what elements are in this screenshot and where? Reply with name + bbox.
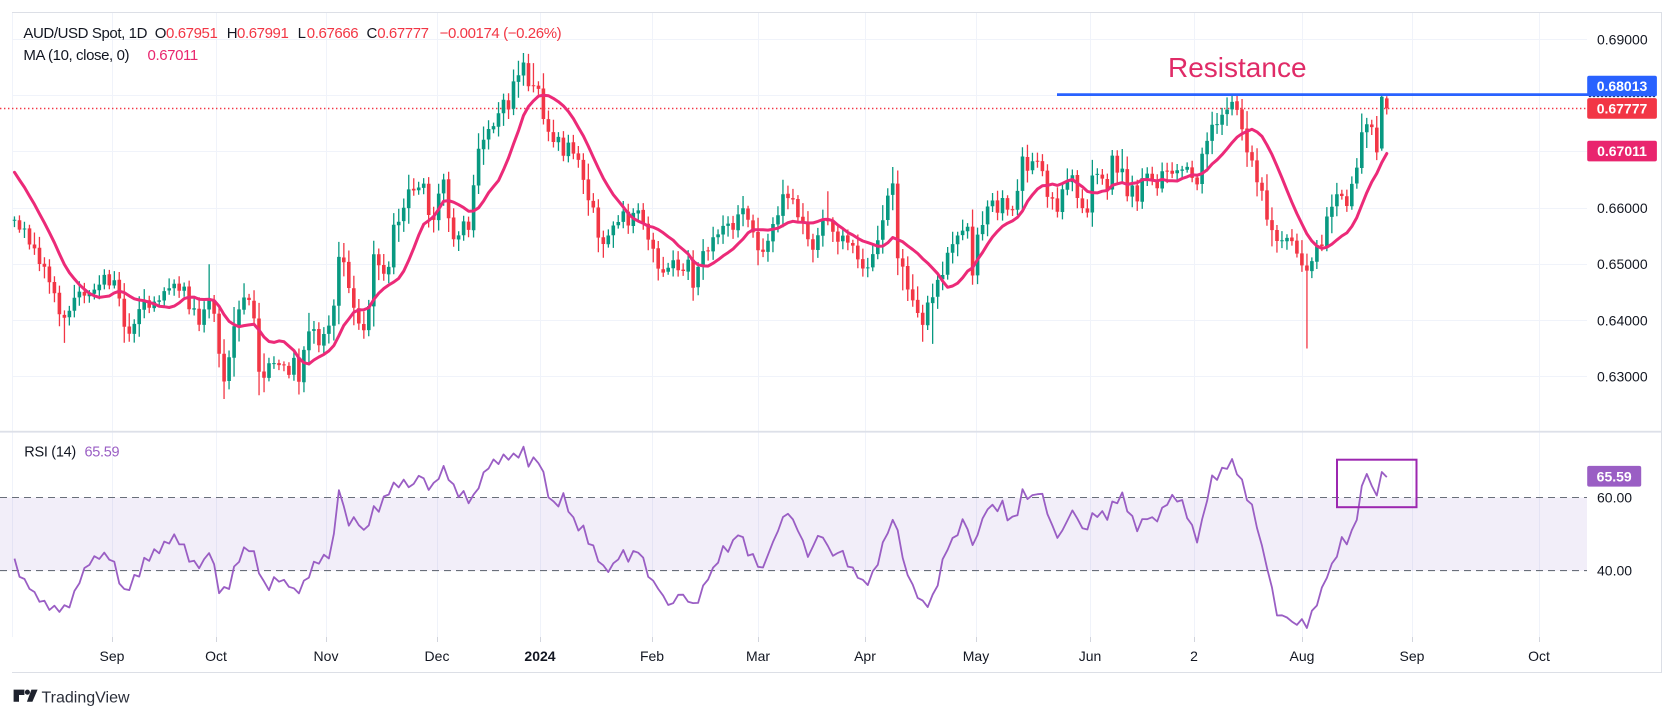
svg-text:0.69000: 0.69000 [1597, 32, 1648, 48]
svg-text:Dec: Dec [425, 648, 450, 664]
svg-text:0.66000: 0.66000 [1597, 200, 1648, 216]
svg-text:Aug: Aug [1290, 648, 1315, 664]
svg-text:0.67011: 0.67011 [1597, 143, 1647, 159]
svg-text:2024: 2024 [524, 648, 555, 664]
svg-text:RSI (14)65.59: RSI (14) 65.59 [24, 445, 119, 461]
svg-text:Mar: Mar [746, 648, 770, 664]
svg-text:Sep: Sep [100, 648, 125, 664]
svg-text:65.59: 65.59 [1597, 468, 1632, 484]
svg-text:TradingView: TradingView [42, 690, 130, 707]
svg-text:Apr: Apr [854, 648, 876, 664]
svg-text:2: 2 [1190, 648, 1198, 664]
svg-text:0.64000: 0.64000 [1597, 312, 1648, 328]
svg-text:0.63000: 0.63000 [1597, 369, 1648, 385]
svg-text:MA (10, close, 0)0.67011: MA (10, close, 0) 0.67011 [23, 47, 197, 64]
svg-text:Sep: Sep [1400, 648, 1425, 664]
svg-text:Feb: Feb [640, 648, 664, 664]
svg-text:0.68013: 0.68013 [1597, 78, 1648, 94]
svg-text:Jun: Jun [1079, 648, 1102, 664]
svg-text:May: May [963, 648, 989, 664]
svg-text:Resistance: Resistance [1168, 52, 1307, 83]
svg-text:40.00: 40.00 [1597, 563, 1632, 579]
svg-text:Oct: Oct [1528, 648, 1550, 664]
svg-text:Nov: Nov [314, 648, 339, 664]
svg-text:0.67777: 0.67777 [1597, 100, 1648, 116]
svg-text:Oct: Oct [205, 648, 227, 664]
svg-text:0.65000: 0.65000 [1597, 256, 1648, 272]
svg-text:60.00: 60.00 [1597, 490, 1632, 506]
